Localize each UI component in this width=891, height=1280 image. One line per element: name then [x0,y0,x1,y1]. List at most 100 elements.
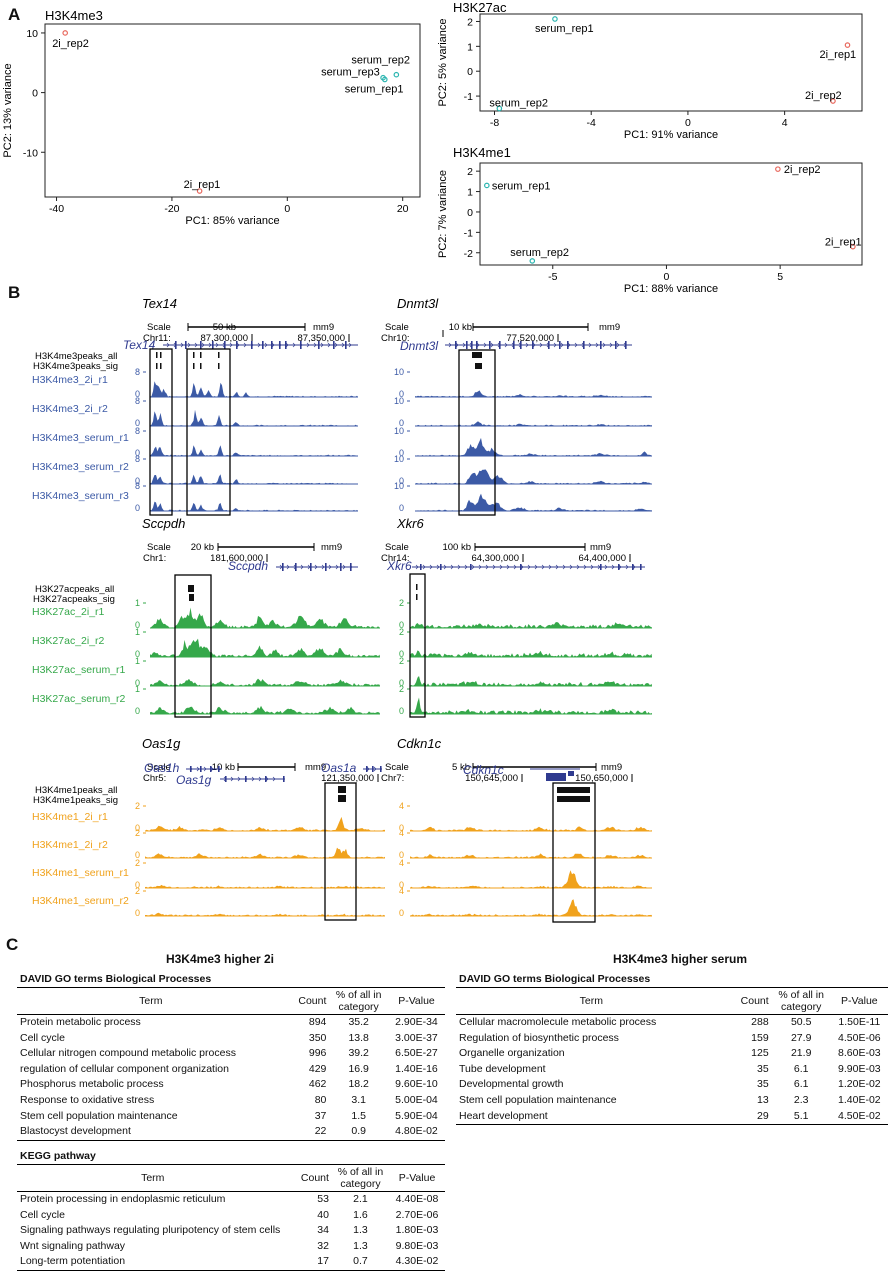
pvalue-cell: 4.30E-02 [388,1254,445,1271]
strand-arrow [492,564,496,570]
coordinate-label: 150,645,000 [465,773,518,784]
chromosome-label: Chr11: [143,333,171,344]
gene-title: Xkr6 [396,516,425,531]
pct-cell: 13.8 [348,1031,369,1044]
pvalue-cell: 5.00E-04 [395,1093,438,1106]
axis-zero: 0 [399,418,404,428]
x-tick-label: 0 [664,271,670,283]
signal-dnmt3l-0 [415,390,652,397]
pct-cell: 0.7 [331,1254,389,1271]
exon [300,341,302,349]
strand-arrow [208,342,212,348]
signal-xkr6-0 [410,622,652,628]
axis-zero: 0 [135,503,140,513]
count-cell: 13 [757,1093,769,1106]
exon [333,341,335,349]
col-term: Term [456,987,727,1015]
highlight-box [552,782,596,923]
peak-block [160,352,162,358]
track-label-H3K4me3_serum_r2: H3K4me3_serum_r2 [32,461,129,473]
axis-max: 2 [399,598,404,608]
exon [583,341,585,349]
table-row: Cell cycle 350 13.8 3.00E-37 [17,1031,445,1047]
peak-block [200,363,202,369]
strand-arrow [595,342,599,348]
strand-arrow [203,766,207,772]
col-pval: P-Value [830,987,888,1015]
signal-H3K27ac_serum_r1 [150,678,380,686]
strand-arrow [236,342,240,348]
exon [476,341,478,349]
exon [340,563,342,571]
strand-arrow [306,342,310,348]
peaks-sig-label: H3K27acpeaks_sig [33,594,115,605]
table-title-serum: H3K4me3 higher serum [612,952,748,966]
point-serum_rep1 [382,76,388,83]
signal-cdkn1c-1 [410,853,652,858]
point-label: serum_rep1 [492,180,551,192]
strand-arrow [520,564,524,570]
axis-zero: 0 [135,678,140,688]
exon [513,341,515,349]
scale-bar-label: 5 kb [452,762,470,773]
axis-zero: 0 [399,880,404,890]
exon [548,341,550,349]
strand-arrow [429,564,433,570]
strand-arrow [562,564,566,570]
strand-arrow [513,564,517,570]
scale-bar-label: 50 kb [213,322,236,333]
count-cell: 34 [317,1224,329,1237]
peak-block [338,795,346,802]
x-tick-label: 20 [397,203,409,215]
count-cell: 462 [308,1078,327,1091]
exon [559,341,561,349]
pct-cell: 2.1 [353,1193,368,1205]
strand-arrow [632,564,636,570]
strand-arrow [616,342,620,348]
table-row: Cellular macromolecule metabolic process… [456,1015,888,1031]
pct-cell: 39.2 [348,1047,369,1060]
pct-cell: 6.1 [793,1078,809,1091]
go-heading-serum: DAVID GO terms Biological Processes [459,973,651,985]
gene-name-label: Oas1g [176,773,212,787]
exon [600,564,602,570]
exon [440,564,442,570]
pct-cell: 1.5 [351,1109,366,1122]
track-label-H3K27ac_2i_r2: H3K27ac_2i_r2 [32,635,105,647]
y-axis-label: PC2: 7% variance [437,170,449,258]
coordinate-label: 150,650,000 [575,773,628,784]
table-row: regulation of cellular component organiz… [17,1062,445,1078]
strand-arrow [455,342,459,348]
pvalue-cell: 2.70E-06 [395,1208,439,1221]
strand-arrow [569,564,573,570]
y-tick-label: 1 [467,187,473,199]
exon [218,766,220,772]
col-count: Count [288,1164,332,1192]
term-cell: Stem cell population maintenance [459,1093,617,1106]
pct-cell: 1.3 [353,1239,368,1252]
term-cell: Cell cycle [20,1031,65,1044]
strand-arrow [443,564,447,570]
strand-arrow [271,342,275,348]
pca-title: H3K27ac [453,0,507,15]
y-tick-label: 0 [467,207,473,219]
pct-cell: 18.2 [348,1078,369,1091]
table-row: Protein processing in endoplasmic reticu… [17,1192,445,1208]
strand-arrow [230,776,234,782]
exon [567,341,569,349]
axis-zero: 0 [135,649,140,659]
strand-arrow [618,564,622,570]
peaks-all-label: H3K4me1peaks_all [35,785,117,796]
pvalue-cell: 1.20E-02 [838,1078,881,1091]
axis-max: 4 [399,858,404,868]
highlight-box [409,573,426,718]
term-cell: Cell cycle [20,1208,65,1221]
coordinate-label: 87,300,000 [200,333,248,344]
axis-zero: 0 [135,880,140,890]
term-cell: regulation of cellular component organiz… [20,1062,229,1075]
term-cell: Long-term potentiation [17,1254,289,1271]
count-cell: 288 [751,1016,769,1028]
signal-H3K4me3_2i_r1 [150,381,358,397]
signal-cdkn1c-2 [410,870,652,888]
exon [285,341,287,349]
